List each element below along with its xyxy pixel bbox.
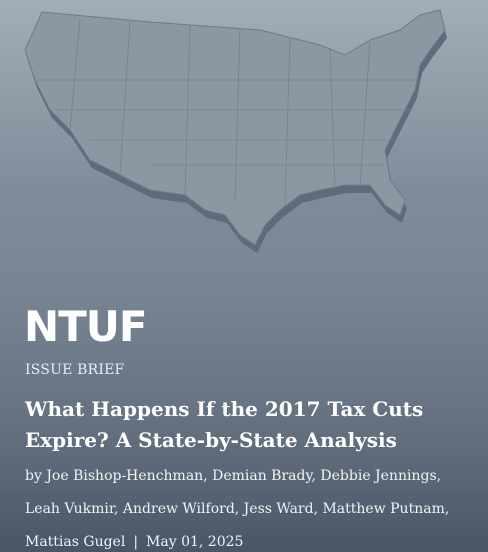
byline-block: by Joe Bishop-Henchman, Demian Brady, De…: [25, 460, 480, 552]
us-map: [24, 9, 447, 253]
logo: NTUF: [24, 302, 148, 351]
date: May 01, 2025: [146, 534, 244, 550]
title: What Happens If the 2017 Tax Cuts Expire…: [25, 397, 424, 452]
separator: |: [133, 534, 139, 550]
kicker: ISSUE BRIEF: [25, 362, 125, 378]
map-body: [24, 9, 446, 246]
byline: by Joe Bishop-Henchman, Demian Brady, De…: [25, 468, 450, 550]
state-lines: [35, 17, 420, 206]
